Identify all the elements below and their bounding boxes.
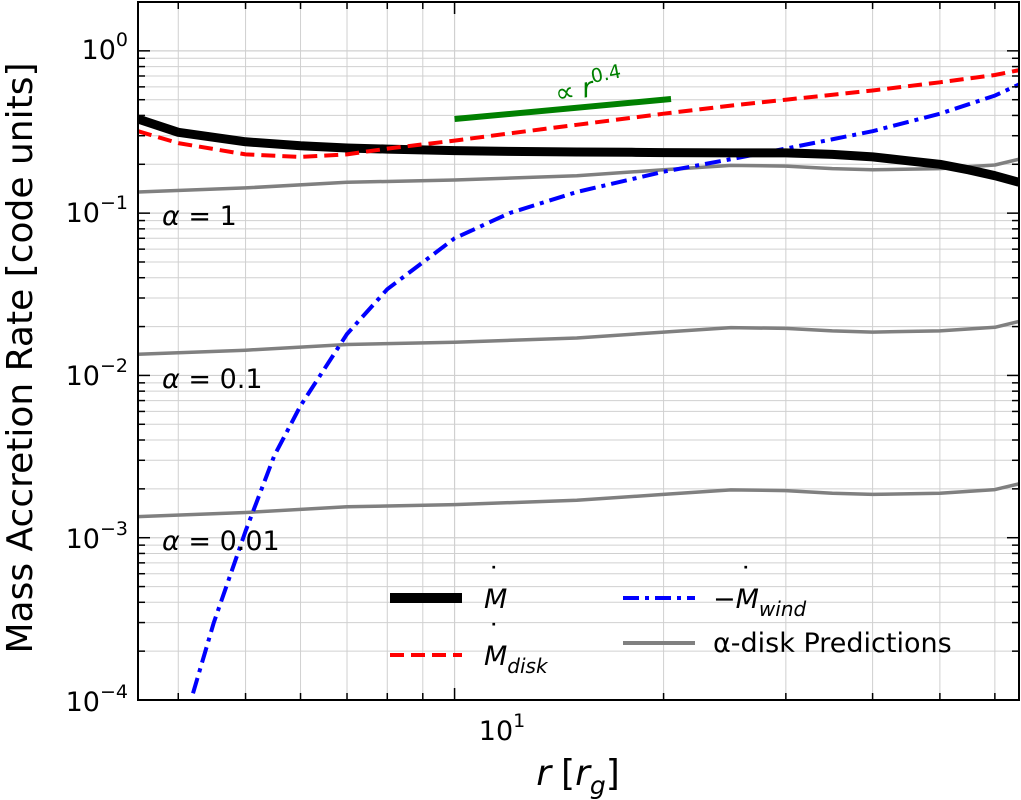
- y-axis-label: Mass Accretion Rate [code units]: [0, 62, 41, 653]
- series-alpha-disk-alpha-0-01: [138, 482, 1019, 519]
- series-m-dot-wind: [191, 82, 1019, 694]
- legend: M ˙ Mdisk ˙ −Mwind ˙ α-disk Predictions: [390, 562, 952, 678]
- legend-dot-mwind: ˙: [739, 562, 753, 593]
- legend-label-mdisk: Mdisk: [484, 641, 549, 678]
- y-tick-label-1e-3: 10−3: [66, 518, 128, 555]
- legend-label-mdot: M: [484, 584, 507, 615]
- ticks: [138, 1, 1019, 701]
- reference-slope-line: [454, 96, 672, 123]
- legend-label-alpha-disk: α-disk Predictions: [713, 628, 952, 659]
- x-tick-label-1e1: 101: [479, 710, 525, 747]
- series-m-dot: [138, 114, 1019, 187]
- y-tick-label-1e-2: 10−2: [66, 355, 128, 392]
- y-tick-label-1e-4: 10−4: [66, 681, 128, 718]
- legend-dot-mdisk: ˙: [487, 619, 501, 650]
- x-axis-label: r [rg]: [536, 753, 620, 800]
- plot-frame: [137, 1, 1020, 701]
- y-tick-label-1e0: 100: [82, 29, 128, 66]
- legend-label-mwind: −Mwind: [713, 584, 807, 621]
- series-m-dot-disk: [138, 68, 1019, 159]
- annotation-alpha-1: α = 1: [162, 201, 237, 232]
- y-tick-label-1e-1: 10−1: [66, 192, 128, 229]
- series-layer: [138, 68, 1019, 694]
- legend-dot-mdot: ˙: [487, 562, 501, 593]
- series-alpha-disk-alpha-0-1: [138, 319, 1019, 357]
- annotation-alpha-0-01: α = 0.01: [162, 526, 280, 557]
- annotation-alpha-0-1: α = 0.1: [162, 364, 263, 395]
